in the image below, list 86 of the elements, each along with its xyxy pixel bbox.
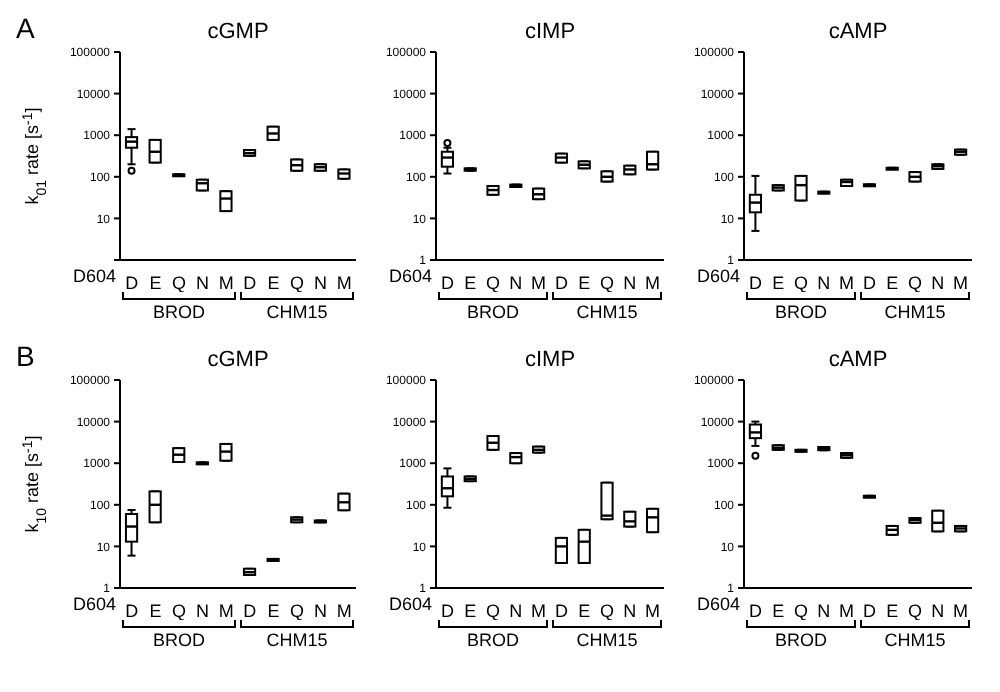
x-tick-label: E (578, 600, 591, 621)
x-tick-label: M (218, 272, 234, 293)
x-tick-label: N (314, 600, 328, 621)
text: CHM15 (264, 630, 330, 650)
x-tick-label: E (464, 272, 477, 293)
text: CHM15 (264, 302, 330, 322)
chart-title: cGMP (205, 348, 271, 372)
x-tick-label: D (554, 600, 569, 621)
x-tick-label: M (839, 272, 855, 293)
x-tick-label: N (509, 600, 523, 621)
x-tick-label: N (196, 272, 210, 293)
x-tick-label: E (578, 272, 591, 293)
x-tick-label: D (243, 600, 258, 621)
x-tick-label: D (243, 272, 258, 293)
x-tick-label: Q (907, 272, 923, 293)
x-tick-label: M (531, 600, 547, 621)
chart-title: cIMP (522, 348, 578, 372)
x-tick-label: Q (599, 272, 615, 293)
x-tick-label: Q (289, 272, 305, 293)
x-tick-label: M (839, 600, 855, 621)
x-tick-label: E (464, 600, 477, 621)
x-tick-label: Q (793, 600, 809, 621)
text: CHM15 (574, 630, 640, 650)
x-tick-label: Q (599, 600, 615, 621)
text: BROD (464, 302, 521, 322)
x-tick-label: D (748, 600, 763, 621)
x-tick-label: N (817, 600, 831, 621)
x-tick-label: D (125, 272, 140, 293)
x-tick-label: N (817, 272, 831, 293)
x-tick-label: Q (289, 600, 305, 621)
x-tick-label: E (267, 600, 280, 621)
x-tick-label: E (149, 600, 162, 621)
text: D604 (388, 594, 432, 614)
text: BROD (772, 630, 829, 650)
text: CHM15 (882, 302, 948, 322)
x-tick-label: N (931, 272, 945, 293)
x-tick-label: E (886, 600, 899, 621)
x-tick-label: E (772, 272, 785, 293)
chart-title: cAMP (826, 20, 890, 44)
x-tick-label: N (509, 272, 523, 293)
x-tick-label: Q (485, 600, 501, 621)
chart-title: cIMP (522, 20, 578, 44)
text: BROD (150, 302, 207, 322)
x-tick-label: D (554, 272, 569, 293)
x-tick-label: Q (171, 600, 187, 621)
text: BROD (772, 302, 829, 322)
x-tick-label: M (336, 272, 352, 293)
text: B (16, 340, 35, 372)
x-tick-label: E (267, 272, 280, 293)
x-tick-label: D (440, 272, 455, 293)
x-tick-label: M (218, 600, 234, 621)
text: CHM15 (574, 302, 640, 322)
x-tick-label: E (886, 272, 899, 293)
x-tick-label: D (125, 600, 140, 621)
text: D604 (696, 266, 740, 286)
x-tick-label: M (531, 272, 547, 293)
text: A (16, 12, 35, 44)
text: BROD (464, 630, 521, 650)
text: D604 (72, 594, 116, 614)
text: D604 (388, 266, 432, 286)
x-tick-label: Q (907, 600, 923, 621)
x-tick-label: M (645, 272, 661, 293)
text: D604 (72, 266, 116, 286)
x-tick-label: N (623, 272, 637, 293)
text: D604 (696, 594, 740, 614)
x-tick-label: N (623, 600, 637, 621)
x-tick-label: D (440, 600, 455, 621)
chart-title: cGMP (205, 20, 271, 44)
x-tick-label: M (953, 600, 969, 621)
text: CHM15 (882, 630, 948, 650)
x-tick-label: M (953, 272, 969, 293)
x-tick-label: D (862, 272, 877, 293)
x-tick-label: Q (485, 272, 501, 293)
x-tick-label: D (748, 272, 763, 293)
text: BROD (150, 630, 207, 650)
x-tick-label: Q (171, 272, 187, 293)
x-tick-label: N (196, 600, 210, 621)
x-tick-label: M (336, 600, 352, 621)
x-tick-label: N (314, 272, 328, 293)
x-tick-label: M (645, 600, 661, 621)
chart-title: cAMP (826, 348, 890, 372)
x-tick-label: N (931, 600, 945, 621)
x-tick-label: D (862, 600, 877, 621)
x-tick-label: E (149, 272, 162, 293)
x-tick-label: Q (793, 272, 809, 293)
x-tick-label: E (772, 600, 785, 621)
